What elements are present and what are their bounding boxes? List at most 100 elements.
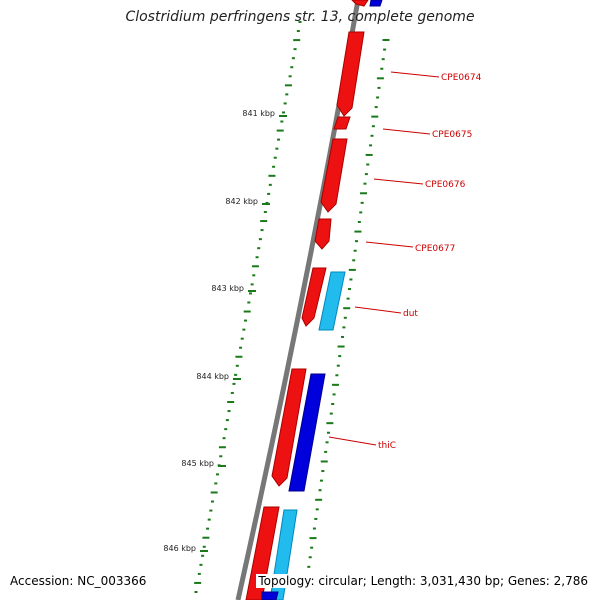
gc-skew-mark [320,460,328,463]
gc-skew-mark [260,229,264,232]
gc-skew-mark [290,66,294,69]
gene-forward-dut[interactable] [301,267,327,327]
gc-skew-mark [307,565,311,568]
gc-skew-mark [376,96,380,99]
gc-skew-mark [197,572,201,575]
gc-skew-mark [235,364,239,367]
gene-label[interactable]: dut [403,309,418,319]
gc-skew-mark [363,182,367,185]
gc-skew-mark [267,192,271,195]
gc-skew-mark [252,274,256,277]
gc-skew-mark [268,174,276,177]
gc-skew-mark [352,259,356,262]
gc-skew-mark [224,428,228,431]
gc-skew-mark [354,230,362,233]
kbp-label: 842 kbp [225,197,258,206]
gene-label[interactable]: CPE0676 [425,180,466,190]
gc-skew-mark [199,563,203,566]
gene-label[interactable]: CPE0677 [415,244,455,254]
gc-skew-mark [359,211,363,214]
gc-skew-mark [374,106,378,109]
gc-skew-mark [321,470,325,473]
gene-label[interactable]: thiC [378,441,396,451]
gc-skew-mark [242,328,246,331]
gc-skew-mark [225,419,229,422]
gc-skew-mark [331,383,339,386]
kbp-tick [200,550,208,552]
gc-skew-mark [247,301,251,304]
gene-reverse-thic[interactable] [288,373,326,492]
gc-skew-mark [232,382,236,385]
gc-skew-mark [272,165,276,168]
gc-skew-mark [296,30,300,33]
gc-skew-mark [381,58,385,61]
gc-skew-mark [202,545,206,548]
gene-forward[interactable] [245,506,280,600]
gc-skew-mark [276,129,284,132]
gc-skew-mark [243,310,251,313]
kbp-tick [279,115,287,117]
gc-skew-mark [201,554,205,557]
gene-reverse[interactable] [261,591,279,600]
gc-skew-mark [210,491,218,494]
gc-skew-mark [255,256,259,259]
gc-skew-mark [206,527,210,530]
gene-forward-cpe0675[interactable] [333,116,351,130]
gc-skew-mark [382,39,390,41]
gc-skew-mark [355,240,359,243]
gc-skew-mark [293,48,297,51]
gc-skew-inner-track [303,39,390,587]
gc-skew-mark [215,473,219,476]
gc-skew-mark [258,238,262,241]
kbp-tick [233,378,241,380]
gene-forward-cpe0676[interactable] [320,138,348,213]
gc-skew-mark [260,220,268,223]
gc-skew-mark [218,446,226,449]
kbp-label: 845 kbp [181,459,214,468]
gene-track [245,0,383,600]
gc-skew-mark [281,111,285,114]
gc-skew-mark [265,201,269,204]
gc-skew-mark [329,412,333,415]
gc-skew-mark [319,479,323,482]
gc-skew-mark [353,249,357,252]
gc-skew-mark [250,283,254,286]
gc-skew-mark [285,93,289,96]
gc-skew-mark [194,591,198,593]
gene-label[interactable]: CPE0674 [441,73,482,83]
gc-skew-mark [360,201,364,204]
gc-skew-mark [248,292,252,295]
kbp-scale: 841 kbp 842 kbp 843 kbp 844 kbp 845 kbp 846 k… [163,109,287,553]
gc-skew-mark [331,403,335,405]
kbp-label: 843 kbp [211,284,244,293]
gene-reverse-dut[interactable] [318,271,346,331]
gene-forward-thic[interactable] [271,368,307,487]
gc-skew-mark [324,450,328,453]
gc-skew-mark [251,265,259,268]
gc-skew-mark [383,48,387,51]
gc-skew-mark [219,455,223,458]
genome-summary-text: Topology: circular; Length: 3,031,430 bp… [256,574,590,588]
gc-skew-mark [234,373,238,376]
kbp-tick [262,203,270,205]
gc-skew-mark [263,211,267,213]
gc-skew-mark [277,138,281,141]
gc-skew-mark [336,364,340,367]
gc-skew-mark [360,192,368,195]
gene-forward[interactable] [351,0,369,7]
kbp-label: 844 kbp [196,372,229,381]
gene-reverse[interactable] [369,0,383,7]
gc-skew-mark [312,527,316,530]
gc-skew-mark [211,500,215,503]
gc-skew-mark [227,401,235,403]
gene-leader-line [373,178,424,185]
gc-skew-mark [214,482,218,485]
gene-forward-cpe0677[interactable] [314,218,332,250]
gc-skew-mark [326,431,330,434]
gene-label[interactable]: CPE0675 [432,130,472,140]
gc-skew-mark [273,156,277,159]
gc-skew-mark [230,391,234,394]
gene-forward-cpe0674[interactable] [336,31,365,117]
